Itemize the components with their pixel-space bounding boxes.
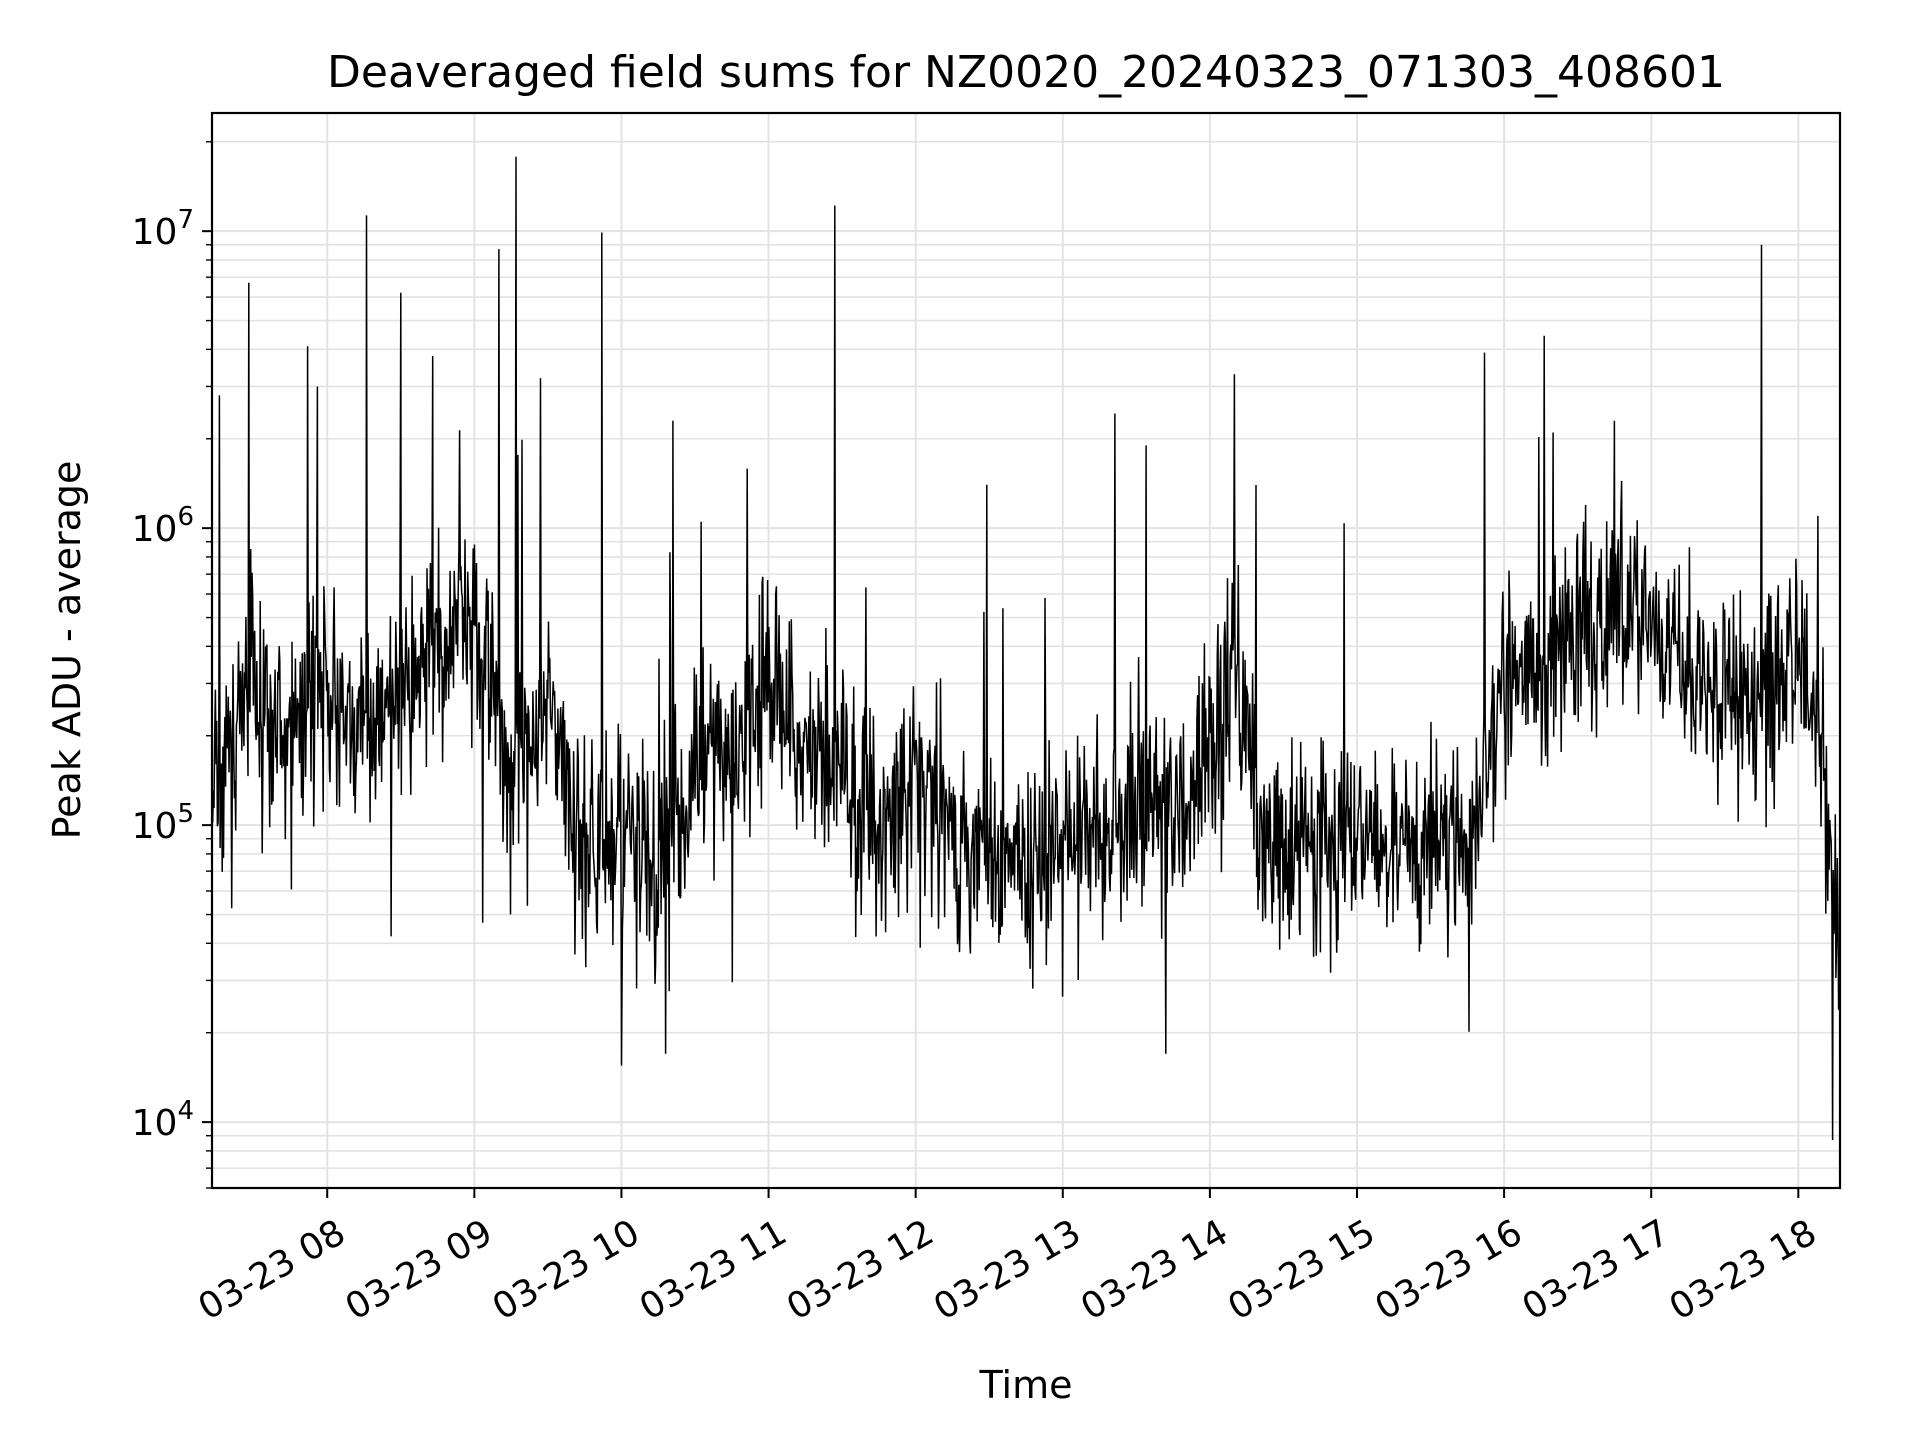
y-axis-label: Peak ADU - average <box>45 461 89 840</box>
x-axis-label: Time <box>979 1363 1073 1407</box>
chart-title: Deaveraged field sums for NZ0020_2024032… <box>327 47 1725 98</box>
